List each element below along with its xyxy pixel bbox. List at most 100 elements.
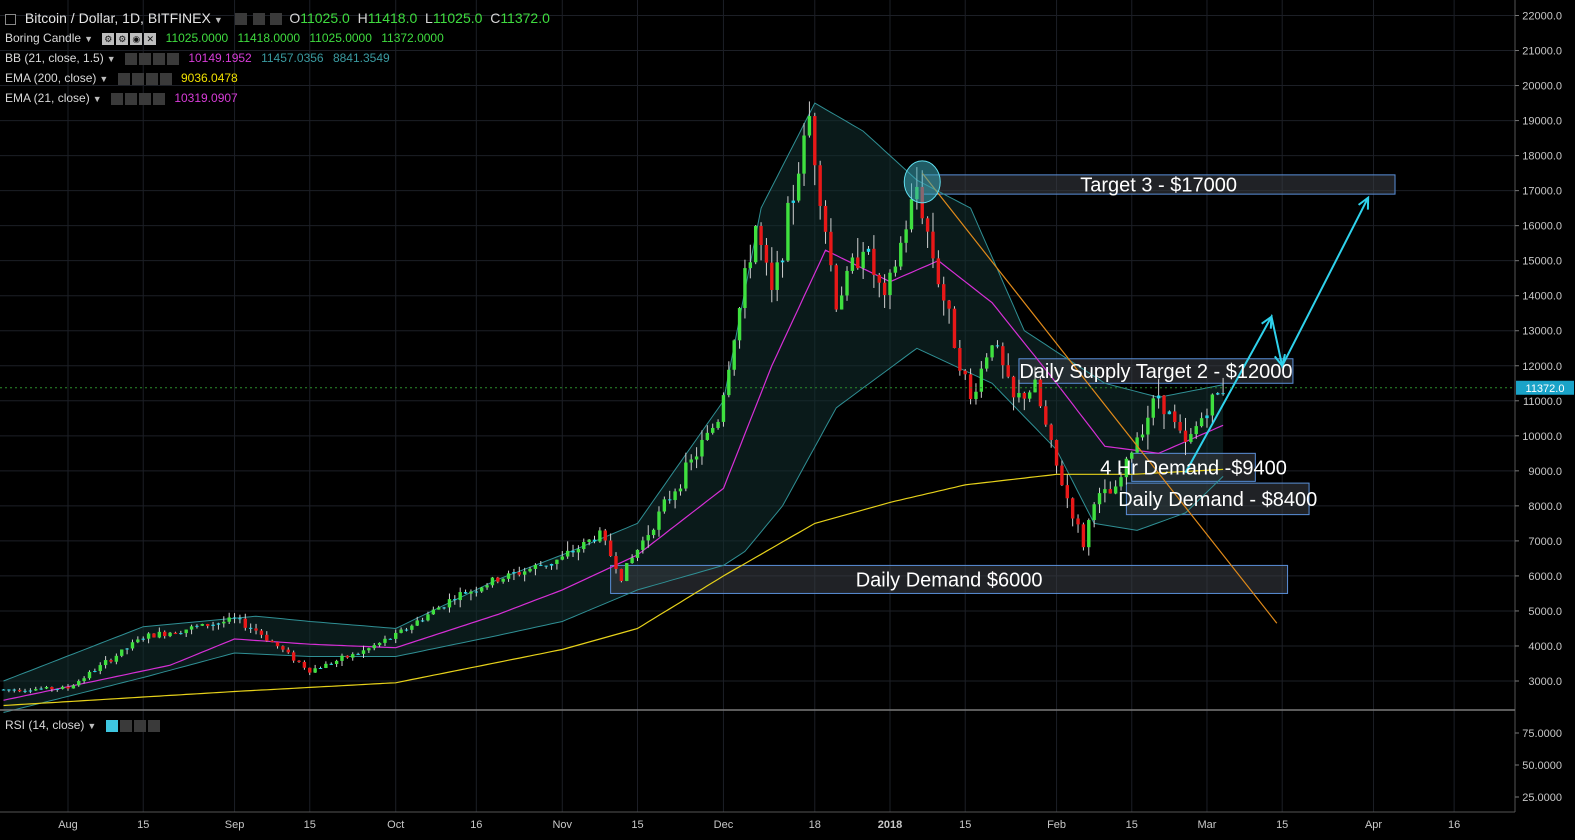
settings-icon[interactable] <box>110 92 123 105</box>
hide-icon[interactable] <box>152 52 165 65</box>
settings-icon[interactable] <box>105 719 118 732</box>
chevron-down-icon[interactable]: ▼ <box>87 721 97 731</box>
price-axis-label: 7000.0 <box>1528 536 1562 548</box>
candle <box>968 374 973 400</box>
rsi-axis-label: 75.0000 <box>1522 728 1562 740</box>
format-icon[interactable] <box>119 719 132 732</box>
candle <box>356 653 360 655</box>
zone-label: Daily Demand $6000 <box>856 569 1043 591</box>
indicator-name[interactable]: Boring Candle <box>5 31 82 45</box>
format-icon[interactable]: ⚙ <box>116 32 129 45</box>
indicator-value: 11457.0356 <box>261 51 324 65</box>
hide-icon[interactable] <box>145 72 158 85</box>
candle <box>829 231 833 266</box>
candle <box>98 665 102 671</box>
candle <box>195 625 199 627</box>
indicator-name[interactable]: EMA (21, close) <box>5 91 90 105</box>
candle <box>77 681 81 686</box>
candle <box>1221 393 1225 395</box>
time-axis-label: Apr <box>1365 819 1382 831</box>
remove-icon[interactable] <box>159 72 172 85</box>
time-axis-label: 15 <box>1126 819 1138 831</box>
remove-icon[interactable]: ✕ <box>144 32 157 45</box>
candle <box>1027 392 1032 399</box>
remove-icon[interactable] <box>147 719 160 732</box>
indicator-name[interactable]: RSI (14, close) <box>5 718 85 732</box>
candle <box>925 218 930 232</box>
format-icon[interactable] <box>138 52 151 65</box>
format-icon[interactable] <box>131 72 144 85</box>
candle <box>329 663 333 665</box>
chevron-down-icon[interactable]: ▼ <box>106 54 116 64</box>
projection-arrowhead <box>1357 195 1370 210</box>
price-axis-label: 5000.0 <box>1528 606 1562 618</box>
candle <box>44 687 49 689</box>
candle <box>721 395 726 422</box>
candle <box>1081 524 1086 548</box>
indicator-value: 9036.0478 <box>180 71 238 85</box>
candle <box>410 625 414 630</box>
candle <box>308 667 312 673</box>
chevron-down-icon[interactable]: ▼ <box>213 15 223 25</box>
settings-icon[interactable] <box>117 72 130 85</box>
candle <box>227 617 231 622</box>
collapse-icon[interactable] <box>5 13 16 25</box>
candle <box>55 688 59 690</box>
candle <box>442 607 446 609</box>
candle <box>711 427 715 433</box>
projection-arrowhead <box>1273 353 1286 369</box>
candle <box>603 530 607 541</box>
hide-icon[interactable]: ◉ <box>130 32 143 45</box>
hide-icon[interactable] <box>133 719 146 732</box>
symbol-title[interactable]: Bitcoin / Dollar, 1D, BITFINEX <box>24 10 211 26</box>
indicator-name[interactable]: EMA (200, close) <box>5 71 97 85</box>
candle <box>985 357 989 369</box>
candle <box>625 563 629 581</box>
indicator-name[interactable]: BB (21, close, 1.5) <box>5 51 104 65</box>
time-axis-label: 16 <box>1448 819 1460 831</box>
candle <box>200 624 205 626</box>
settings-icon[interactable] <box>234 13 247 26</box>
remove-icon[interactable] <box>152 92 165 105</box>
candle <box>882 282 887 296</box>
price-axis-label: 8000.0 <box>1528 501 1562 513</box>
candle <box>512 572 516 574</box>
candle <box>947 300 951 309</box>
candle <box>1049 424 1053 440</box>
chevron-down-icon[interactable]: ▼ <box>99 74 109 84</box>
format-icon[interactable] <box>124 92 137 105</box>
price-axis-label: 14000.0 <box>1522 291 1562 303</box>
time-axis-label: 18 <box>809 819 821 831</box>
candle <box>157 631 162 638</box>
candle <box>39 688 43 690</box>
candle <box>689 459 693 463</box>
candle <box>469 591 473 594</box>
candle <box>388 638 393 640</box>
more-icon[interactable] <box>270 13 283 26</box>
candle <box>60 686 65 689</box>
time-axis-label: Mar <box>1198 819 1217 831</box>
hide-icon[interactable] <box>138 92 151 105</box>
candle <box>291 652 296 661</box>
candle <box>856 257 860 269</box>
hide-icon[interactable] <box>252 13 265 26</box>
chevron-down-icon[interactable]: ▼ <box>92 94 102 104</box>
candle <box>211 624 215 626</box>
candle <box>205 624 210 626</box>
settings-icon[interactable] <box>124 52 137 65</box>
candle <box>877 274 881 283</box>
price-axis-label: 16000.0 <box>1522 221 1562 233</box>
settings-icon[interactable]: ⚙ <box>102 32 115 45</box>
candle <box>780 260 785 263</box>
candle <box>506 573 511 579</box>
time-axis-label: Nov <box>552 819 572 831</box>
chevron-down-icon[interactable]: ▼ <box>84 34 93 44</box>
candle <box>297 660 301 662</box>
candle <box>614 556 618 569</box>
candle <box>351 654 355 658</box>
candle <box>748 262 753 269</box>
remove-icon[interactable] <box>166 52 179 65</box>
candle <box>334 660 339 665</box>
candle <box>12 689 16 691</box>
